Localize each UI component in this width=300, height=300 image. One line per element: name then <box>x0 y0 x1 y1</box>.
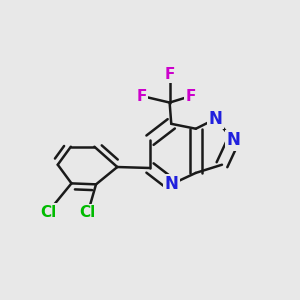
Text: F: F <box>164 67 175 82</box>
Text: F: F <box>186 88 196 104</box>
Text: Cl: Cl <box>80 205 96 220</box>
Text: F: F <box>136 88 147 104</box>
Text: Cl: Cl <box>40 205 56 220</box>
Text: N: N <box>226 131 240 149</box>
Text: N: N <box>208 110 222 128</box>
Text: N: N <box>164 176 178 194</box>
